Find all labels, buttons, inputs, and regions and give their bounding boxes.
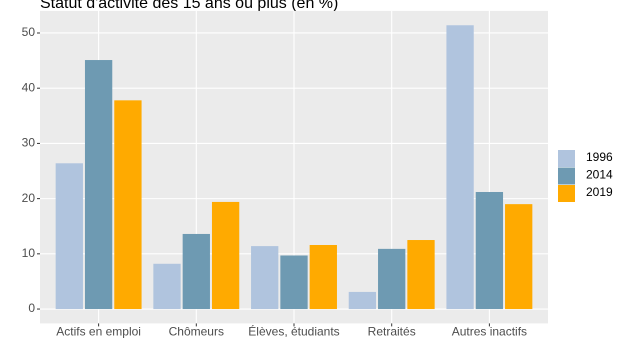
x-tick-label: Chômeurs	[169, 325, 224, 339]
bar	[505, 204, 533, 310]
bar	[251, 246, 279, 310]
legend-label: 1996	[586, 150, 613, 164]
y-tick-label: 20	[22, 191, 36, 205]
bar	[446, 25, 474, 310]
legend-swatch	[558, 150, 575, 167]
legend-label: 2014	[586, 168, 613, 182]
y-tick-label: 0	[28, 301, 35, 315]
bar	[153, 263, 181, 310]
x-tick-label: Autres inactifs	[452, 325, 527, 339]
legend-swatch	[558, 185, 575, 202]
bar	[55, 163, 83, 310]
x-tick-label: Élèves, étudiants	[248, 324, 339, 339]
legend-label: 2019	[586, 185, 613, 199]
x-tick-label: Actifs en emploi	[56, 325, 141, 339]
bar	[348, 291, 377, 310]
bar	[378, 248, 406, 310]
legend-swatch	[558, 167, 575, 185]
y-tick-label: 50	[22, 25, 36, 39]
bar	[280, 255, 308, 310]
y-tick-label: 30	[22, 136, 36, 150]
bar	[114, 100, 142, 310]
bar	[475, 191, 504, 310]
bar	[211, 201, 240, 310]
bar	[309, 244, 337, 310]
bar	[407, 240, 435, 310]
y-tick-label: 40	[22, 80, 36, 94]
y-tick-label: 10	[22, 246, 36, 260]
chart-title: Statut d'activité des 15 ans ou plus (en…	[40, 0, 338, 12]
bar	[84, 60, 113, 310]
x-tick-label: Retraités	[368, 325, 416, 339]
bar	[182, 233, 210, 310]
